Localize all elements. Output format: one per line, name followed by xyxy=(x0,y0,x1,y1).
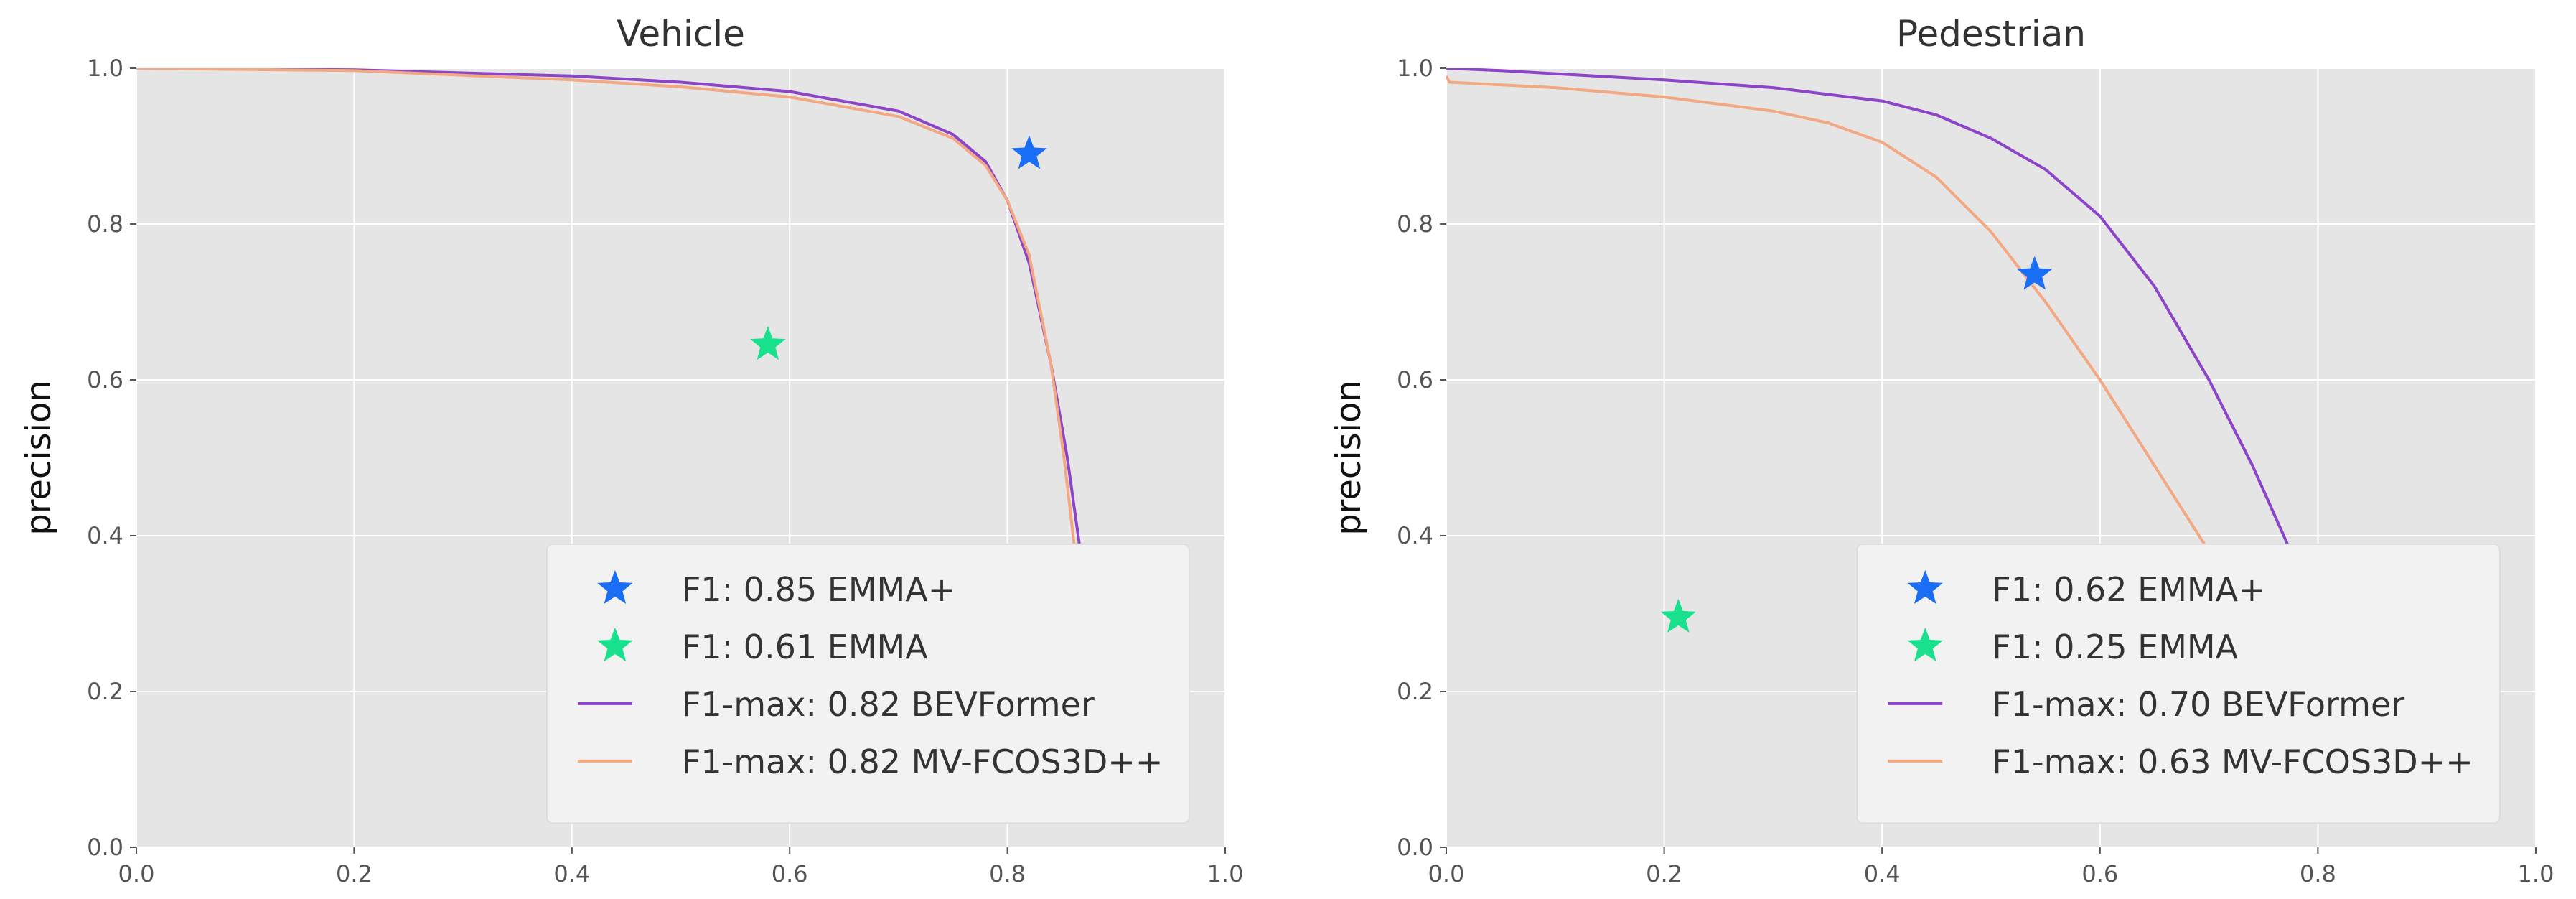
series-star-marker-3 xyxy=(2016,256,2053,290)
y-axis-label: precision xyxy=(1329,380,1369,536)
x-tick-label: 1.0 xyxy=(2518,860,2554,888)
legend-box xyxy=(1856,543,2501,824)
legend-star-swatch xyxy=(1907,627,1944,661)
y-tick-label: 0.4 xyxy=(87,522,123,549)
legend-label: F1-max: 0.82 MV-FCOS3D++ xyxy=(682,742,1163,781)
legend-label: F1: 0.61 EMMA xyxy=(682,628,928,666)
series-star-marker-4 xyxy=(1660,598,1697,633)
legend-label: F1-max: 0.63 MV-FCOS3D++ xyxy=(1992,742,2473,781)
y-tick-label: 1.0 xyxy=(87,55,123,82)
legend-label: F1: 0.62 EMMA+ xyxy=(1992,570,2265,609)
x-tick-label: 0.0 xyxy=(118,860,155,888)
x-tick-label: 0.4 xyxy=(1864,860,1901,888)
legend-label: F1-max: 0.70 BEVFormer xyxy=(1992,685,2404,724)
x-tick-label: 0.4 xyxy=(553,860,590,888)
series-line-1 xyxy=(1446,68,2292,552)
chart-panel-1: 0.0 0.2 0.4 0.6 0.8 1.0 0.0 0.2 0.4 0.6 0.8 1.0 Vehi… xyxy=(19,13,1243,888)
legend: F1: 0.62 EMMA+ F1: 0.25 EMMA F1-max: 0.70 … xyxy=(1856,543,2501,824)
legend-box xyxy=(545,543,1190,824)
legend-label: F1: 0.85 EMMA+ xyxy=(682,570,955,609)
chart-title: Pedestrian xyxy=(1896,13,2086,55)
y-tick-label: 0.4 xyxy=(1397,522,1433,549)
legend-star-swatch xyxy=(597,569,633,604)
x-tick-label: 1.0 xyxy=(1207,860,1244,888)
y-axis-label: precision xyxy=(19,380,59,536)
x-tick-label: 0.8 xyxy=(2300,860,2336,888)
x-tick-label: 0.8 xyxy=(989,860,1026,888)
x-tick-label: 0.6 xyxy=(2081,860,2118,888)
legend-star-swatch xyxy=(1907,569,1944,604)
chart-title: Vehicle xyxy=(617,13,745,55)
plot-marks xyxy=(1446,68,2292,633)
y-tick-label: 0.8 xyxy=(1397,210,1433,238)
y-tick-label: 0.8 xyxy=(87,210,123,238)
chart-panel-2: 0.0 0.2 0.4 0.6 0.8 1.0 0.0 0.2 0.4 0.6 0.8 1.0 Pede… xyxy=(1329,13,2554,888)
legend-label: F1: 0.25 EMMA xyxy=(1992,628,2238,666)
y-tick-label: 0.0 xyxy=(87,834,123,861)
y-tick-label: 0.2 xyxy=(1397,678,1433,705)
y-tick-label: 0.6 xyxy=(87,366,123,393)
plot-marks xyxy=(136,68,1082,551)
y-tick-label: 0.6 xyxy=(1397,366,1433,393)
x-tick-label: 0.2 xyxy=(336,860,373,888)
y-tick-label: 0.0 xyxy=(1397,834,1433,861)
y-tick-label: 1.0 xyxy=(1397,55,1433,82)
x-tick-label: 0.6 xyxy=(772,860,808,888)
series-line-2 xyxy=(136,68,1077,551)
series-star-marker-4 xyxy=(750,326,786,360)
x-tick-label: 0.0 xyxy=(1428,860,1465,888)
x-tick-label: 0.2 xyxy=(1646,860,1682,888)
series-line-2 xyxy=(1446,75,2211,552)
y-tick-label: 0.2 xyxy=(87,678,123,705)
series-star-marker-3 xyxy=(1011,135,1047,169)
legend-label: F1-max: 0.82 BEVFormer xyxy=(682,685,1095,724)
legend: F1: 0.85 EMMA+ F1: 0.61 EMMA F1-max: 0.82 … xyxy=(545,543,1190,824)
legend-star-swatch xyxy=(597,627,633,661)
